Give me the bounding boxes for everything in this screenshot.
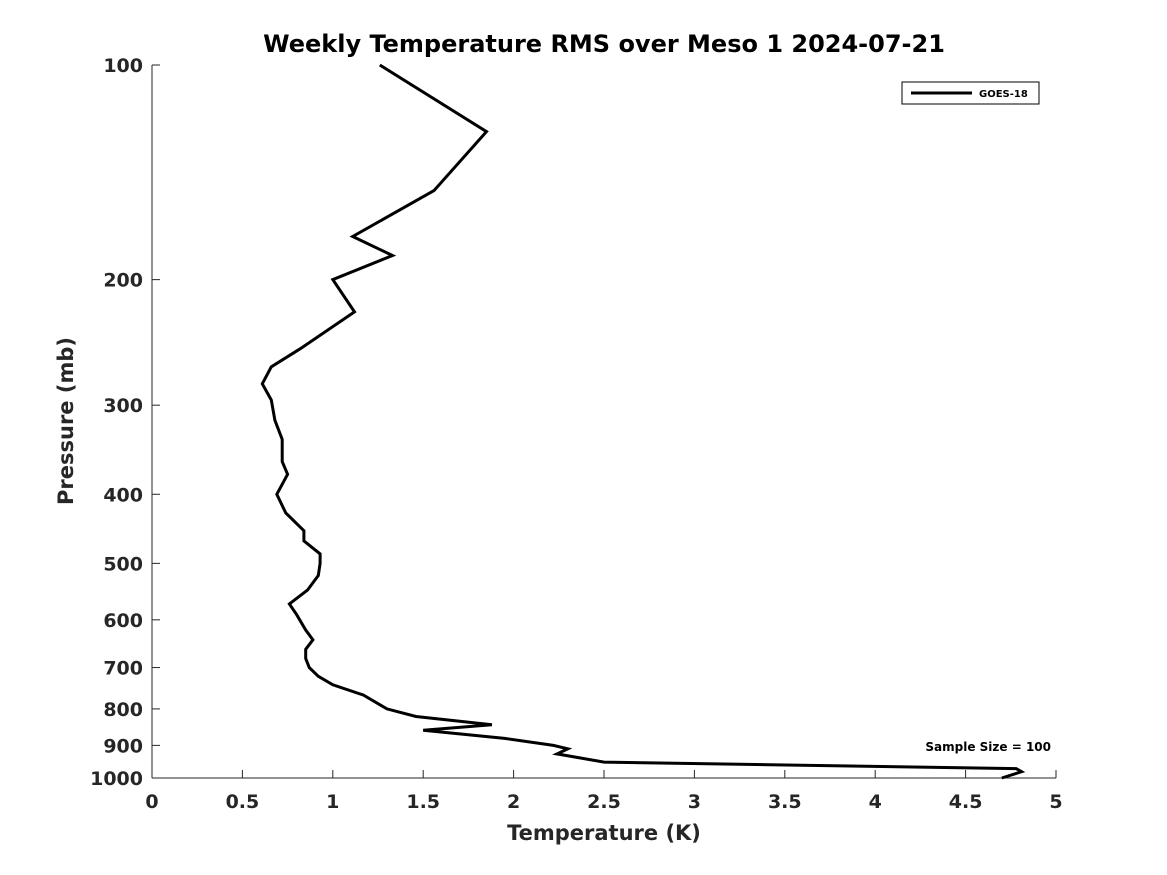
x-tick-label: 5: [1049, 791, 1062, 813]
y-ticks: 100 200 300 400 500 600 700 800 900 1000: [90, 55, 160, 790]
y-tick-label: 1000: [90, 768, 143, 790]
y-tick-label: 500: [103, 553, 143, 575]
chart-title: Weekly Temperature RMS over Meso 1 2024-…: [263, 30, 945, 58]
y-tick-label: 300: [103, 395, 143, 417]
x-tick-label: 0: [145, 791, 158, 813]
x-tick-label: 1.5: [406, 791, 440, 813]
x-axis-label: Temperature (K): [507, 821, 701, 845]
x-tick-label: 2.5: [587, 791, 621, 813]
y-tick-label: 400: [103, 484, 143, 506]
y-tick-label: 600: [103, 610, 143, 632]
y-tick-label: 900: [103, 735, 143, 757]
x-tick-label: 3: [688, 791, 701, 813]
y-axis-label: Pressure (mb): [54, 337, 78, 505]
y-tick-label: 700: [103, 658, 143, 680]
x-tick-label: 4: [869, 791, 882, 813]
legend-label-goes-18: GOES-18: [979, 89, 1028, 100]
x-tick-label: 0.5: [226, 791, 260, 813]
x-tick-label: 1: [326, 791, 339, 813]
y-tick-label: 100: [103, 55, 143, 77]
y-tick-label: 800: [103, 699, 143, 721]
x-tick-label: 3.5: [768, 791, 802, 813]
y-tick-label: 200: [103, 270, 143, 292]
x-tick-label: 4.5: [949, 791, 983, 813]
series-group: [260, 63, 1026, 780]
sample-size-annotation: Sample Size = 100: [925, 740, 1051, 754]
series-line-goes-18: [260, 63, 1026, 780]
x-ticks: 0 0.5 1 1.5 2 2.5 3 3.5 4 4.5 5: [145, 770, 1063, 813]
x-tick-label: 2: [507, 791, 520, 813]
legend: GOES-18: [901, 81, 1040, 105]
